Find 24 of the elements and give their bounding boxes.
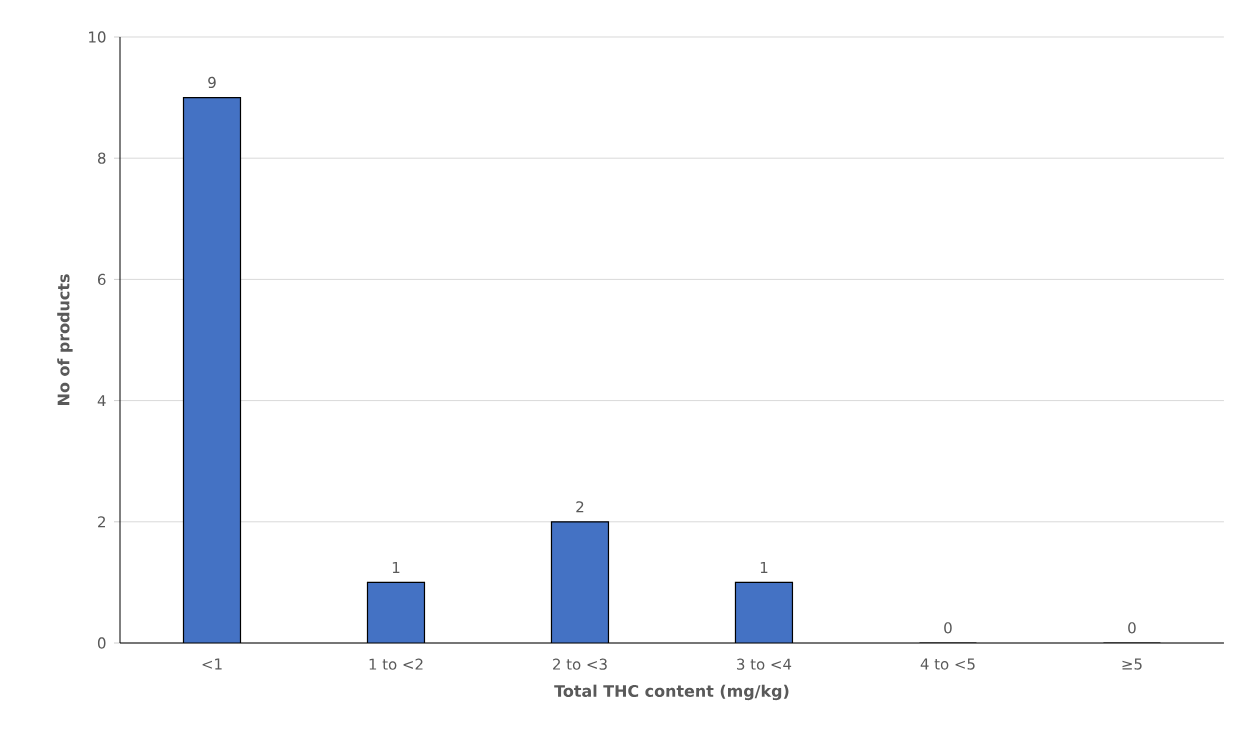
bar xyxy=(551,521,609,643)
data-label: 1 xyxy=(392,561,400,573)
y-tick-label: 0 xyxy=(97,637,106,649)
data-label: 0 xyxy=(944,622,952,634)
x-tick-label: ≥5 xyxy=(1122,658,1142,670)
data-label: 9 xyxy=(208,76,216,89)
x-tick-label: 3 to <4 xyxy=(737,658,792,670)
bar xyxy=(367,582,425,643)
x-tick-label: 1 to <2 xyxy=(369,658,423,670)
data-label: 2 xyxy=(576,501,584,513)
y-tick-label: 10 xyxy=(89,31,106,43)
y-axis-title: No of products xyxy=(57,274,73,405)
x-tick-label: 4 to <5 xyxy=(920,658,975,670)
y-tick-label: 2 xyxy=(98,516,105,528)
x-tick-label: <1 xyxy=(202,658,222,670)
data-label: 0 xyxy=(1128,622,1136,634)
x-axis-title: Total THC content (mg/kg) xyxy=(554,684,789,701)
y-tick-label: 8 xyxy=(97,152,106,164)
bar xyxy=(183,97,241,643)
bar xyxy=(735,582,793,643)
x-tick-label: 2 to <3 xyxy=(553,658,607,670)
y-tick-label: 4 xyxy=(97,395,106,407)
data-label: 1 xyxy=(760,561,768,573)
y-tick-label: 6 xyxy=(98,273,106,286)
